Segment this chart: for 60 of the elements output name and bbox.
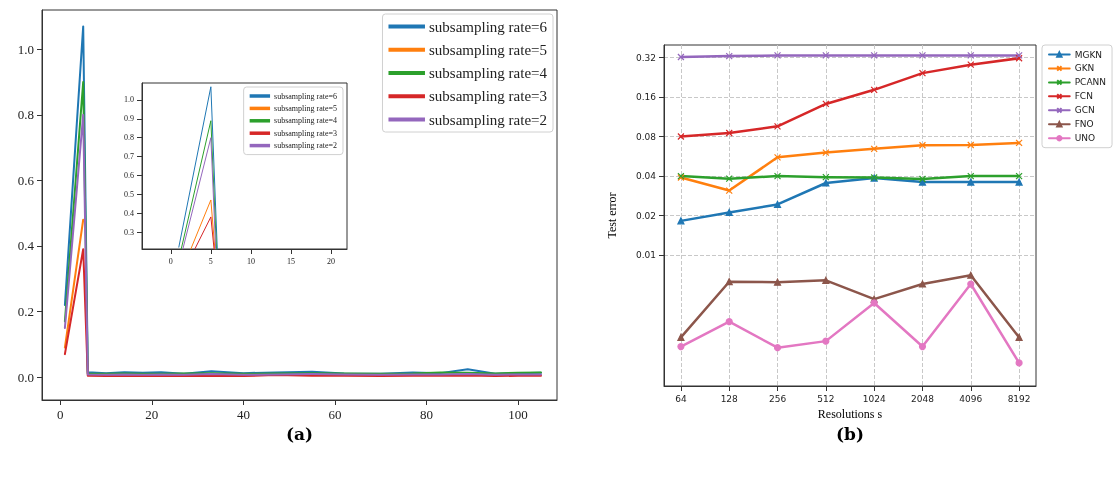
- x-tick-label: 4096: [959, 393, 983, 404]
- x-tick-label: 60: [328, 407, 342, 422]
- x-tick-label: 8192: [1007, 393, 1031, 404]
- y-tick-label: 0.9: [124, 114, 134, 124]
- x-tick-label: 20: [145, 407, 159, 422]
- legend-label: subsampling rate=5: [428, 41, 548, 58]
- y-tick-label: 0.0: [17, 369, 34, 385]
- legend-label: subsampling rate=3: [428, 88, 548, 105]
- y-tick-label: 0.32: [635, 52, 656, 63]
- x-tick-label: 128: [720, 393, 739, 404]
- legend-label: FCN: [1074, 91, 1093, 102]
- legend-label: GKN: [1074, 63, 1095, 74]
- y-tick-label: 0.8: [124, 133, 134, 143]
- legend-label: subsampling rate=4: [428, 65, 548, 81]
- legend-label: UNO: [1074, 133, 1096, 144]
- legend-label: subsampling rate=3: [274, 128, 338, 138]
- y-tick-label: 0.08: [635, 131, 657, 142]
- legend-label: subsampling rate=4: [274, 116, 338, 126]
- x-tick-label: 2048: [911, 393, 935, 404]
- x-tick-label: 0: [168, 256, 173, 266]
- y-tick-label: 0.2: [17, 304, 34, 320]
- y-tick-label: 0.4: [17, 238, 35, 254]
- y-tick-label: 0.8: [17, 107, 34, 123]
- x-tick-label: 256: [768, 393, 787, 404]
- y-tick-label: 0.04: [635, 171, 657, 182]
- x-tick-label: 80: [420, 407, 434, 422]
- y-tick-label: 0.5: [124, 189, 134, 199]
- y-tick-label: 0.01: [635, 249, 656, 260]
- x-tick-label: 40: [236, 407, 250, 422]
- legend-label: subsampling rate=6: [274, 91, 338, 101]
- legend-label: MGKN: [1074, 49, 1103, 60]
- x-tick-label: 512: [817, 393, 835, 404]
- y-tick-label: 0.4: [124, 208, 134, 218]
- x-axis-title: Resolutions s: [817, 407, 883, 421]
- x-tick-label: 20: [326, 256, 335, 266]
- text: (b): [836, 423, 864, 444]
- y-tick-label: 0.6: [17, 172, 35, 188]
- y-tick-label: 0.3: [124, 227, 134, 237]
- y-tick-label: 1.0: [17, 41, 34, 57]
- x-tick-label: 1024: [862, 393, 886, 404]
- y-tick-label: 0.7: [124, 152, 134, 162]
- legend-label: subsampling rate=5: [274, 103, 338, 113]
- x-tick-label: 15: [286, 256, 295, 266]
- legend-label: GCN: [1074, 105, 1095, 116]
- x-tick-label: 64: [675, 393, 687, 404]
- y-tick-label: 0.16: [635, 92, 657, 103]
- y-tick-label: 0.6: [124, 170, 134, 180]
- legend-label: subsampling rate=6: [428, 18, 548, 35]
- legend-label: PCANN: [1074, 77, 1107, 88]
- x-tick-label: 100: [508, 407, 528, 422]
- y-tick-label: 0.02: [635, 210, 656, 221]
- legend-label: subsampling rate=2: [428, 111, 548, 128]
- y-axis-title: Test error: [605, 192, 619, 239]
- x-tick-label: 0: [57, 407, 64, 422]
- y-tick-label: 1.0: [124, 95, 134, 105]
- x-tick-label: 10: [246, 256, 255, 266]
- legend-label: subsampling rate=2: [274, 141, 338, 151]
- x-tick-label: 5: [208, 256, 213, 266]
- text: (a): [285, 423, 314, 444]
- legend-label: FNO: [1074, 119, 1094, 130]
